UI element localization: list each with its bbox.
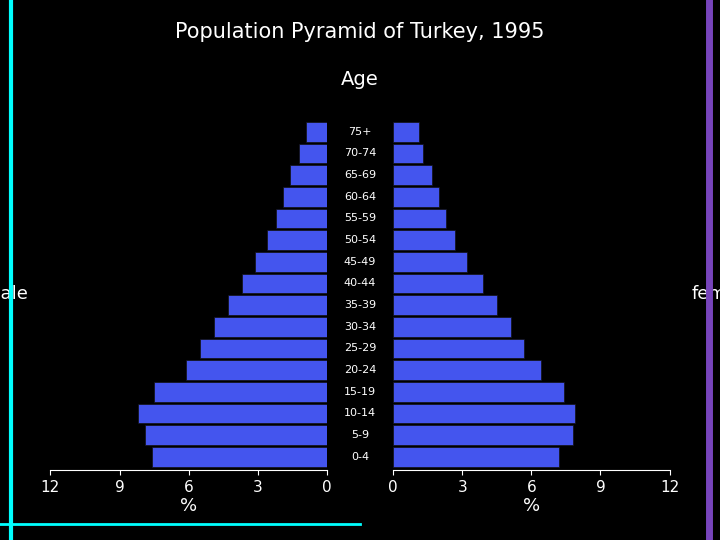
Bar: [393, 122, 418, 142]
Text: 35-39: 35-39: [344, 300, 376, 310]
Bar: [214, 317, 327, 337]
Bar: [393, 425, 573, 445]
Text: 60-64: 60-64: [344, 192, 376, 202]
Bar: [393, 403, 575, 423]
Bar: [152, 447, 327, 467]
Bar: [393, 187, 439, 207]
Bar: [290, 165, 327, 185]
Text: 65-69: 65-69: [344, 170, 376, 180]
Text: Population Pyramid of Turkey, 1995: Population Pyramid of Turkey, 1995: [175, 22, 545, 42]
Text: Male: Male: [0, 285, 28, 303]
Bar: [283, 187, 327, 207]
Bar: [300, 144, 327, 164]
Text: 25-29: 25-29: [344, 343, 376, 354]
Bar: [228, 295, 327, 315]
Bar: [145, 425, 327, 445]
Bar: [393, 144, 423, 164]
Bar: [393, 295, 497, 315]
Text: 30-34: 30-34: [344, 322, 376, 332]
Text: 10-14: 10-14: [344, 408, 376, 418]
Bar: [393, 273, 483, 293]
Text: 5-9: 5-9: [351, 430, 369, 440]
X-axis label: %: %: [523, 497, 540, 515]
Bar: [393, 360, 541, 380]
Bar: [138, 403, 327, 423]
Bar: [393, 208, 446, 228]
Text: 15-19: 15-19: [344, 387, 376, 397]
Bar: [276, 208, 327, 228]
Bar: [306, 122, 327, 142]
Bar: [393, 447, 559, 467]
Text: 70-74: 70-74: [344, 148, 376, 158]
Text: 20-24: 20-24: [344, 365, 376, 375]
Bar: [393, 165, 432, 185]
Bar: [256, 252, 327, 272]
Bar: [267, 230, 327, 250]
Text: 55-59: 55-59: [344, 213, 376, 224]
Bar: [393, 252, 467, 272]
Text: female: female: [692, 285, 720, 303]
Bar: [393, 339, 524, 359]
Bar: [393, 382, 564, 402]
Text: 40-44: 40-44: [344, 279, 376, 288]
Bar: [393, 317, 510, 337]
Bar: [242, 273, 327, 293]
Text: Age: Age: [341, 70, 379, 89]
Bar: [200, 339, 327, 359]
Bar: [393, 230, 455, 250]
X-axis label: %: %: [180, 497, 197, 515]
Text: 45-49: 45-49: [344, 257, 376, 267]
Bar: [186, 360, 327, 380]
Text: 0-4: 0-4: [351, 452, 369, 462]
Text: 50-54: 50-54: [344, 235, 376, 245]
Text: 75+: 75+: [348, 127, 372, 137]
Bar: [154, 382, 327, 402]
